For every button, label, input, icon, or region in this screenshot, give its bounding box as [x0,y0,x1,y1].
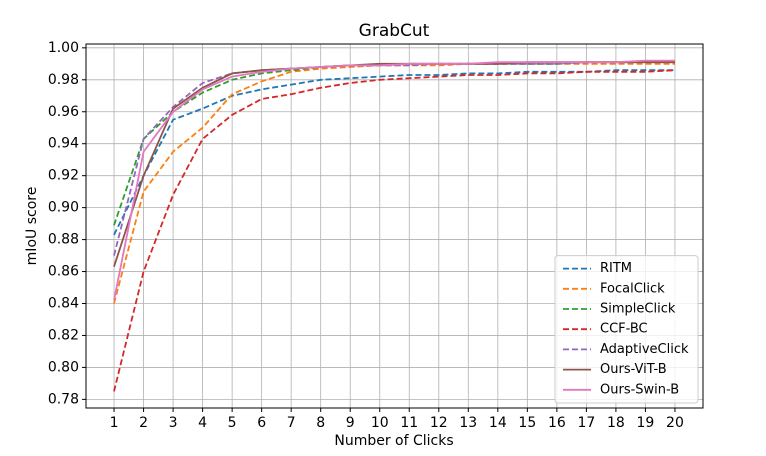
x-tick-label: 3 [169,415,178,431]
x-tick-label: 16 [548,415,566,431]
series-line [113,69,675,236]
y-tick-label: 0.90 [48,200,79,216]
y-tick-label: 0.82 [48,327,79,343]
x-tick-label: 19 [637,415,655,431]
series-line [113,61,675,256]
legend-label: RITM [600,261,632,276]
x-tick-label: 18 [607,415,625,431]
x-tick-label: 9 [346,415,355,431]
x-tick-label: 2 [139,415,148,431]
legend-label: Ours-Swin-B [600,382,679,397]
y-tick-label: 0.96 [48,104,79,120]
x-tick-label: 7 [287,415,296,431]
x-tick-label: 4 [198,415,207,431]
legend-box [554,255,699,404]
y-tick-label: 0.88 [48,232,79,248]
chart-title: GrabCut [359,21,430,41]
x-tick-label: 12 [430,415,448,431]
plot-frame [85,43,704,409]
y-axis-label: mIoU score [24,187,40,266]
series-line [113,59,675,301]
y-tick-label: 0.86 [48,264,79,280]
x-tick-label: 15 [518,415,536,431]
y-tick-label: 0.84 [48,295,79,311]
legend-label: FocalClick [600,281,665,296]
x-tick-label: 5 [228,415,237,431]
x-tick-label: 8 [316,415,325,431]
legend-label: CCF-BC [600,322,648,337]
y-tick-label: 1.00 [48,40,79,56]
y-tick-label: 0.80 [48,359,79,375]
x-tick-label: 14 [489,415,507,431]
x-tick-label: 6 [257,415,266,431]
legend-label: SimpleClick [600,302,676,317]
y-tick-label: 0.92 [48,168,79,184]
series-line [113,69,676,392]
legend-label: Ours-ViT-B [600,362,667,377]
y-tick-label: 0.94 [48,136,79,152]
y-tick-label: 0.98 [48,72,79,88]
x-tick-label: 10 [371,415,389,431]
x-axis-label: Number of Clicks [334,433,453,449]
x-tick-label: 11 [400,415,418,431]
x-tick-label: 1 [110,415,119,431]
x-tick-label: 17 [577,415,595,431]
x-tick-label: 20 [666,415,684,431]
legend-label: AdaptiveClick [600,342,689,357]
x-tick-label: 13 [459,415,477,431]
y-tick-label: 0.78 [48,391,79,407]
